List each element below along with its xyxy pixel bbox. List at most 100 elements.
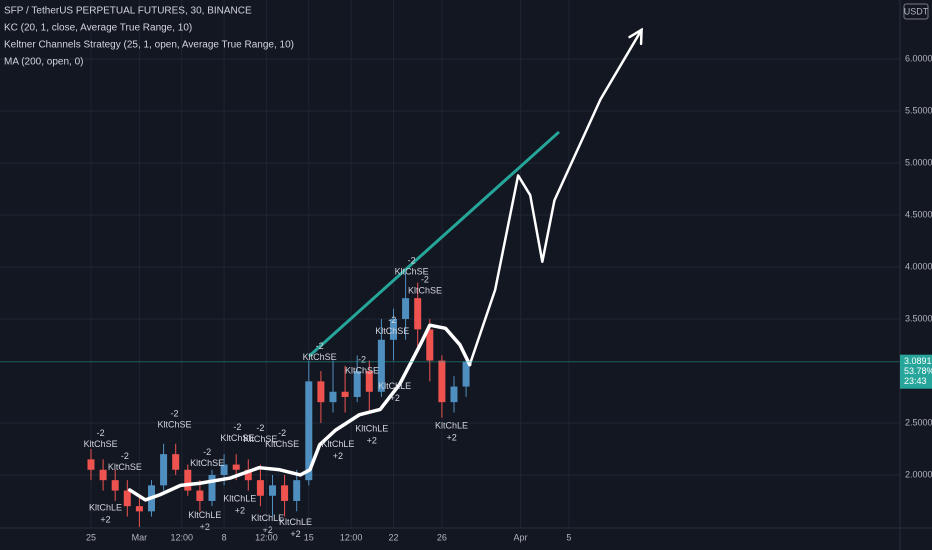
candle-body [208, 474, 216, 501]
signal-label: KltChLE [279, 517, 312, 527]
y-tick-label: 2.0000 [905, 469, 932, 479]
signal-label: KltChSE [303, 352, 337, 362]
x-tick-label: Mar [132, 532, 148, 542]
y-tick-label: 2.5000 [905, 417, 932, 427]
candle-body [111, 480, 119, 491]
countdown-label: 23:43 [904, 376, 927, 386]
signal-qty: +2 [333, 451, 343, 461]
signal-qty: +2 [235, 505, 245, 515]
signal-label: KltChSE [243, 434, 277, 444]
chart-title: SFP / TetherUS PERPETUAL FUTURES, 30, BI… [4, 6, 252, 17]
candle-body [365, 370, 373, 392]
candle-body [135, 506, 143, 512]
x-tick-label: 26 [437, 532, 447, 542]
moving-average [127, 323, 472, 502]
signal-qty: +2 [367, 436, 377, 446]
candle-body [426, 329, 434, 361]
signal-label: KltChSE [265, 439, 299, 449]
candle-body [232, 464, 240, 470]
signal-label: KltChLE [435, 420, 468, 430]
candle-body [329, 391, 337, 403]
signal-label: KltChLE [223, 493, 256, 503]
candle-body [305, 381, 313, 481]
y-tick-label: 3.5000 [905, 313, 932, 323]
candle-body [99, 469, 107, 481]
signal-qty: -2 [233, 422, 241, 432]
candle-body [293, 480, 301, 501]
candle-body [244, 469, 252, 481]
signal-label: KltChLE [321, 439, 354, 449]
x-tick-label: 5 [566, 532, 571, 542]
signal-label: KltChSE [408, 285, 442, 295]
signal-label: KltChSE [108, 462, 142, 472]
candle-body [268, 485, 276, 496]
x-tick-label: 25 [86, 532, 96, 542]
x-tick-label: 12:00 [255, 532, 278, 542]
currency-box[interactable] [903, 3, 929, 20]
y-tick-label: 4.0000 [905, 261, 932, 271]
candle-body [389, 318, 397, 340]
signal-qty: +2 [446, 432, 456, 442]
signal-qty: -2 [256, 423, 264, 433]
currency[interactable]: USDT [904, 6, 929, 16]
candle-body [160, 454, 168, 486]
signal-label: KltChSE [345, 365, 379, 375]
signal-qty: -2 [278, 428, 286, 438]
y-tick-label: 4.5000 [905, 209, 932, 219]
candle-body [281, 485, 289, 501]
signal-qty: -2 [97, 428, 105, 438]
x-tick-label: 12:00 [170, 532, 193, 542]
candle-body [377, 339, 385, 392]
candle-body [256, 480, 264, 496]
signal-qty: -2 [421, 274, 429, 284]
indicator-legend: KC (20, 1, close, Average True Range, 10… [4, 23, 192, 34]
trend-line [308, 131, 560, 357]
signal-qty: +2 [100, 515, 110, 525]
signal-label: KltChLE [378, 381, 411, 391]
candle-body [317, 381, 325, 403]
x-tick-label: 12:00 [340, 532, 363, 542]
signal-qty: -2 [203, 447, 211, 457]
candle-body [87, 459, 95, 470]
candle-body [184, 469, 192, 491]
x-tick-label: 15 [304, 532, 314, 542]
x-tick-label: Apr [514, 532, 528, 542]
x-tick-label: 22 [388, 532, 398, 542]
candle-body [196, 490, 204, 501]
signal-label: KltChSE [157, 419, 191, 429]
signal-label: KltChLE [89, 503, 122, 513]
signal-qty: +2 [290, 529, 300, 539]
candle-body [341, 391, 349, 397]
last-price-badge [900, 354, 932, 389]
indicator-legend: Keltner Channels Strategy (25, 1, open, … [4, 40, 294, 51]
signal-qty: -2 [170, 408, 178, 418]
projection-arrow [468, 28, 643, 366]
candle-body [353, 370, 361, 397]
candle-body [438, 360, 446, 403]
signal-qty: -2 [388, 315, 396, 325]
candle-body [402, 298, 410, 319]
signal-qty: -2 [121, 451, 129, 461]
signal-label: KltChSE [375, 326, 409, 336]
indicator-legend: MA (200, open, 0) [4, 57, 84, 68]
signal-qty: +2 [263, 525, 273, 535]
y-tick-label: 5.5000 [905, 105, 932, 115]
candle-body [462, 361, 470, 387]
signal-qty: +2 [390, 393, 400, 403]
candle-body [172, 454, 180, 470]
signal-label: KltChLE [251, 513, 284, 523]
change-label: 53.78% [904, 366, 932, 376]
candle-body [220, 464, 228, 475]
signal-label: KltChSE [395, 267, 429, 277]
signal-label: KltChSE [220, 433, 254, 443]
x-tick-label: 8 [222, 532, 227, 542]
y-tick-label: 5.0000 [905, 157, 932, 167]
candle-body [450, 386, 458, 403]
last-price-label: 3.0891 [904, 356, 932, 366]
candle-body [414, 298, 422, 330]
signal-qty: -2 [408, 256, 416, 266]
signal-qty: +2 [200, 522, 210, 532]
signal-label: KltChSE [84, 439, 118, 449]
